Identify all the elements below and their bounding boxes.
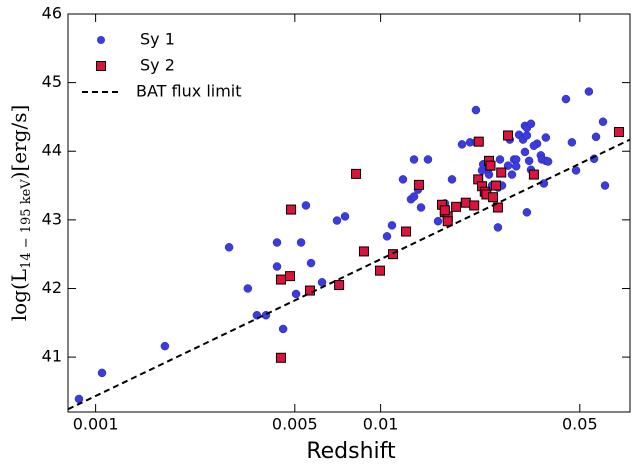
- sy2-point: [285, 271, 296, 282]
- legend-label: Sy 1: [140, 30, 175, 49]
- sy2-point: [374, 265, 385, 276]
- y-tick-label: 41: [42, 347, 62, 366]
- sy1-point: [524, 156, 534, 166]
- sy1-point: [526, 119, 536, 129]
- sy1-point: [522, 208, 532, 217]
- sy2-point: [460, 197, 471, 208]
- sy1-point: [423, 155, 433, 164]
- sy1-point: [511, 162, 521, 171]
- sy1-point: [291, 289, 301, 299]
- y-tick-label: 45: [42, 72, 62, 91]
- y-label-tail: )[erg/s]: [7, 105, 31, 180]
- sy1-point: [457, 140, 467, 149]
- sy2-point: [275, 352, 286, 363]
- sy1-point: [529, 141, 539, 151]
- y-label-main: log(L: [7, 269, 31, 321]
- sy2-point: [358, 246, 369, 257]
- legend-label: Sy 2: [140, 56, 175, 75]
- sy2-point: [473, 136, 484, 147]
- sy1-point: [382, 232, 392, 241]
- sy1-point: [272, 262, 282, 271]
- y-tick-label: 43: [42, 209, 62, 228]
- sy1-point: [243, 284, 253, 293]
- flux-limit-line: [67, 138, 631, 411]
- x-tick-label: 0.001: [73, 415, 119, 434]
- sy1-point: [278, 324, 288, 334]
- sy2-point: [401, 226, 412, 237]
- sy2-point: [492, 202, 503, 213]
- sy1-point: [409, 155, 419, 164]
- sy2-point: [488, 192, 499, 203]
- legend-marker: [97, 36, 105, 44]
- sy1-point: [296, 238, 306, 247]
- sy2-point: [451, 201, 462, 212]
- sy1-point: [416, 203, 426, 212]
- sy2-point: [275, 274, 286, 285]
- sy1-point: [493, 223, 503, 232]
- sy1-point: [522, 131, 532, 140]
- legend-marker: [96, 61, 106, 71]
- sy1-point: [495, 155, 505, 164]
- sy1-point: [561, 94, 571, 104]
- sy1-point: [272, 238, 282, 247]
- y-label-sub: 14 − 195 keV: [19, 179, 34, 269]
- sy1-point: [507, 170, 517, 179]
- x-tick-label: 0.005: [272, 415, 318, 434]
- sy2-point: [503, 130, 514, 141]
- sy1-point: [306, 258, 316, 268]
- sy1-point: [539, 179, 549, 188]
- sy1-point: [387, 221, 397, 230]
- sy1-point: [584, 87, 594, 96]
- legend-label: BAT flux limit: [136, 82, 242, 101]
- y-axis-label: log(L14 − 195 keV)[erg/s]: [7, 105, 34, 322]
- sy1-point: [409, 192, 419, 201]
- plot-frame: [67, 13, 631, 413]
- sy1-point: [301, 201, 311, 210]
- sy2-point: [613, 127, 624, 138]
- sy2-point: [351, 168, 362, 179]
- sy2-point: [286, 204, 297, 215]
- x-tick-label: 0.01: [363, 415, 399, 434]
- sy2-point: [442, 216, 453, 227]
- sy1-point: [543, 157, 553, 166]
- sy2-point: [490, 180, 501, 191]
- y-tick-label: 46: [42, 4, 62, 23]
- sy1-point: [541, 133, 551, 142]
- sy1-point: [591, 132, 601, 142]
- sy2-point: [334, 280, 345, 291]
- x-tick-label: 0.05: [562, 415, 598, 434]
- sy2-point: [413, 179, 424, 190]
- sy1-point: [471, 105, 481, 115]
- sy2-point: [469, 200, 480, 211]
- sy1-point: [520, 147, 530, 157]
- sy1-point: [567, 138, 577, 147]
- sy1-point: [332, 216, 342, 225]
- sy1-point: [97, 368, 107, 378]
- sy1-point: [160, 341, 170, 351]
- sy1-point: [433, 216, 443, 226]
- sy1-point: [224, 243, 234, 252]
- sy1-point: [598, 117, 608, 126]
- sy2-point: [485, 160, 496, 171]
- sy2-point: [528, 169, 539, 180]
- sy1-point: [447, 175, 457, 184]
- sy1-point: [398, 175, 408, 184]
- y-tick-label: 44: [42, 141, 62, 160]
- sy2-point: [439, 205, 450, 216]
- x-axis-label: Redshift: [306, 439, 396, 464]
- sy1-point: [600, 181, 610, 190]
- y-tick-label: 42: [42, 278, 62, 297]
- sy2-point: [496, 167, 507, 178]
- sy1-point: [340, 212, 350, 221]
